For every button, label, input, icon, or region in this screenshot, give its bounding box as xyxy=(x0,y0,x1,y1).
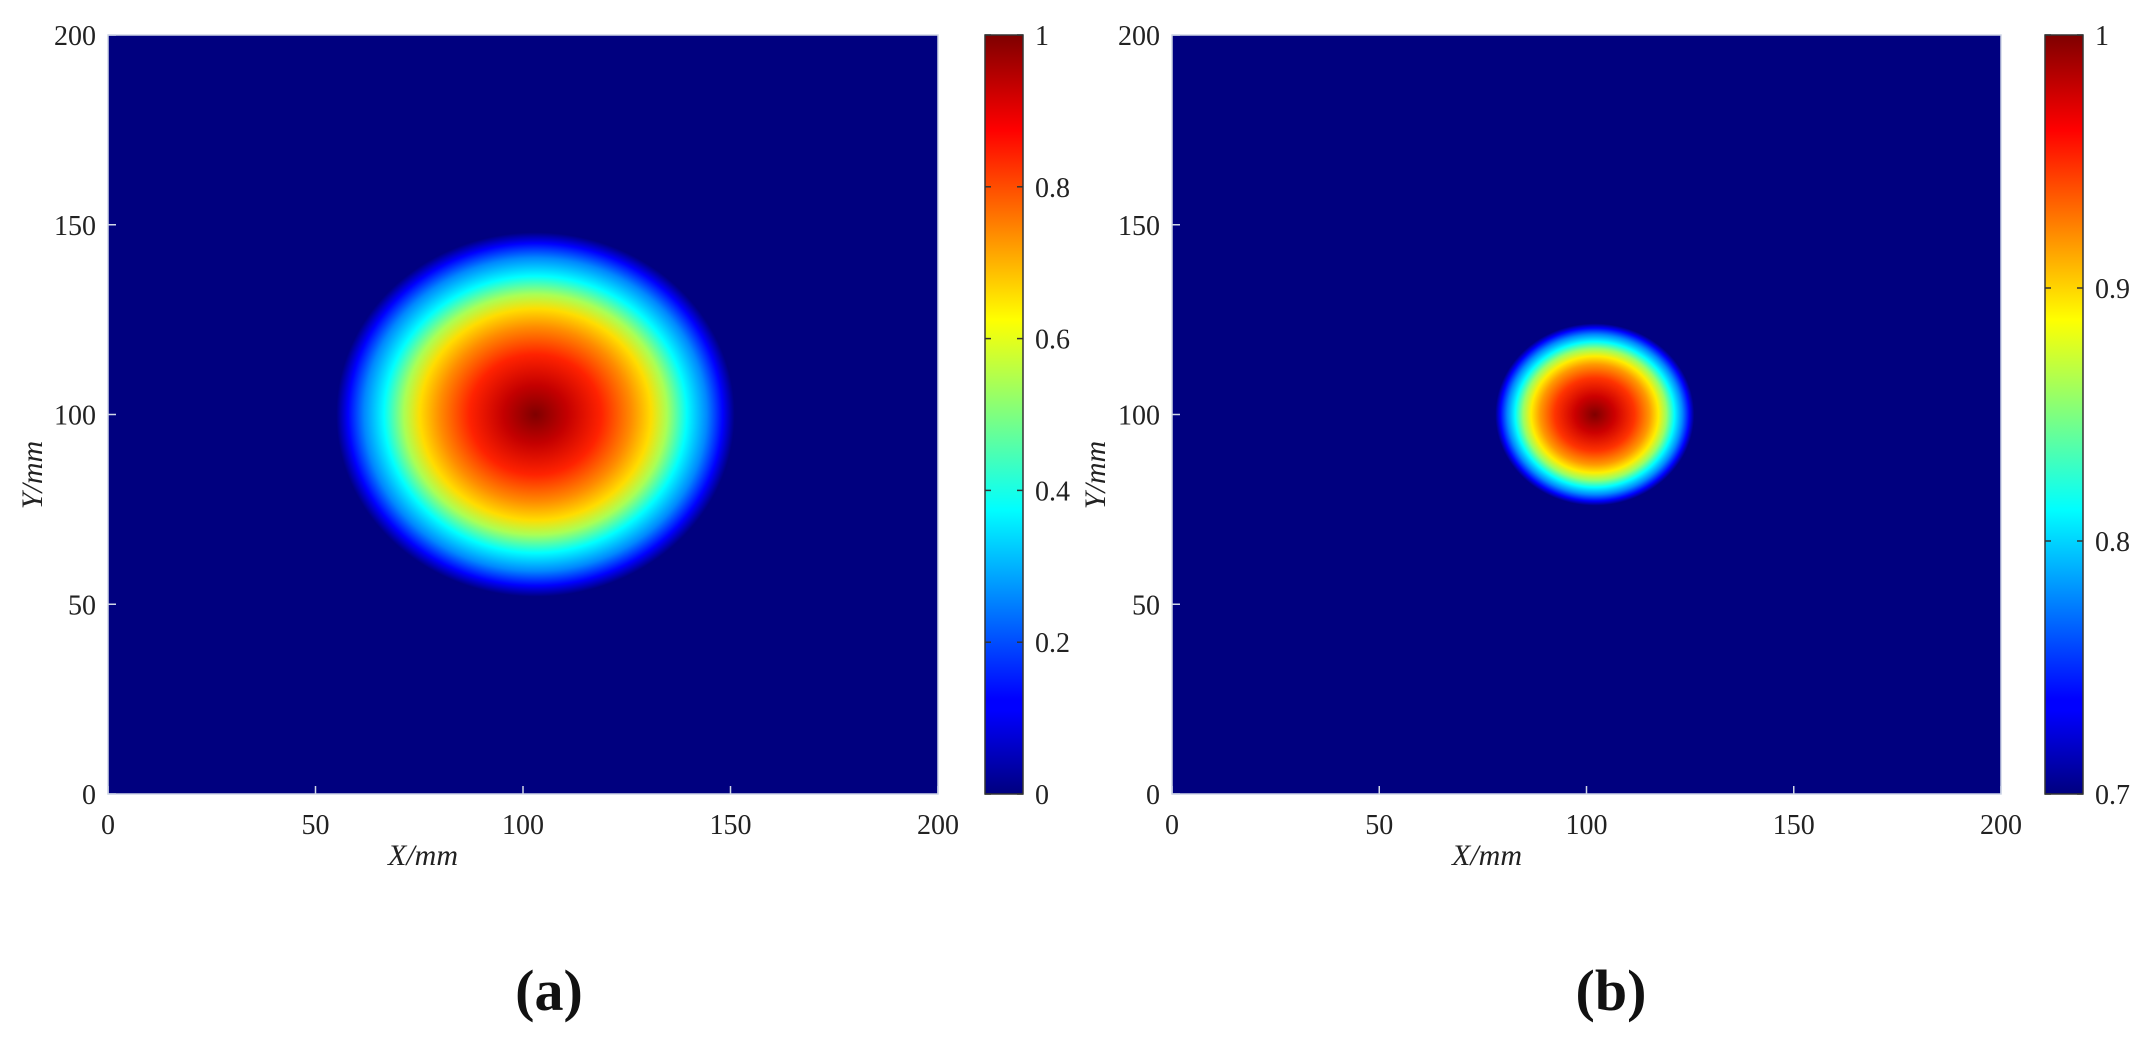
heatmap-panel-a: 0 50 100 150 200 0 50 100 150 200 X/mm Y/mm 0 0.2 0.4 0… xyxy=(16,21,1070,1023)
y-tick-label: 0 xyxy=(1146,780,1160,811)
colorbar-tick-label: 0.8 xyxy=(1035,173,1070,204)
panel-label: (a) xyxy=(515,958,583,1023)
colorbar-tick-label: 1 xyxy=(2095,21,2109,52)
colorbar-tick-label: 0.6 xyxy=(1035,325,1070,356)
y-axis-label: Y/mm xyxy=(1079,441,1112,509)
x-tick-label: 200 xyxy=(1980,810,2022,841)
y-tick-label: 0 xyxy=(82,780,96,811)
y-tick-label: 50 xyxy=(68,590,96,621)
x-tick-label: 0 xyxy=(101,810,115,841)
heatmap-hotspot xyxy=(336,232,735,597)
colorbar-tick-label: 0.8 xyxy=(2095,527,2130,558)
x-tick-label: 100 xyxy=(1566,810,1608,841)
x-tick-label: 150 xyxy=(710,810,752,841)
colorbar-tick-label: 0.7 xyxy=(2095,780,2130,811)
y-tick-label: 200 xyxy=(54,21,96,52)
x-axis-label: X/mm xyxy=(387,839,458,872)
heatmap-panel-b: 0 50 100 150 200 0 50 100 150 200 X/mm Y/mm 0.7 0.8 0.… xyxy=(1079,21,2130,1023)
colorbar xyxy=(984,34,1024,795)
y-tick-label: 100 xyxy=(1118,401,1160,432)
y-axis-label: Y/mm xyxy=(16,441,49,509)
x-axis-label: X/mm xyxy=(1451,839,1522,872)
x-tick-label: 50 xyxy=(302,810,330,841)
y-tick-label: 150 xyxy=(54,211,96,242)
panel-label: (b) xyxy=(1576,958,1647,1023)
x-tick-label: 100 xyxy=(502,810,544,841)
x-tick-label: 0 xyxy=(1165,810,1179,841)
x-tick-label: 150 xyxy=(1773,810,1815,841)
colorbar-tick-label: 0.9 xyxy=(2095,274,2130,305)
colorbar-tick-label: 0 xyxy=(1035,780,1049,811)
heatmap-hotspot xyxy=(1495,323,1695,506)
colorbar xyxy=(2044,34,2084,795)
colorbar-tick-label: 1 xyxy=(1035,21,1049,52)
y-tick-label: 200 xyxy=(1118,21,1160,52)
y-tick-label: 50 xyxy=(1132,590,1160,621)
y-tick-label: 150 xyxy=(1118,211,1160,242)
x-tick-label: 200 xyxy=(917,810,959,841)
x-tick-label: 50 xyxy=(1365,810,1393,841)
colorbar-tick-label: 0.2 xyxy=(1035,628,1070,659)
y-tick-label: 100 xyxy=(54,401,96,432)
colorbar-tick-label: 0.4 xyxy=(1035,476,1070,507)
